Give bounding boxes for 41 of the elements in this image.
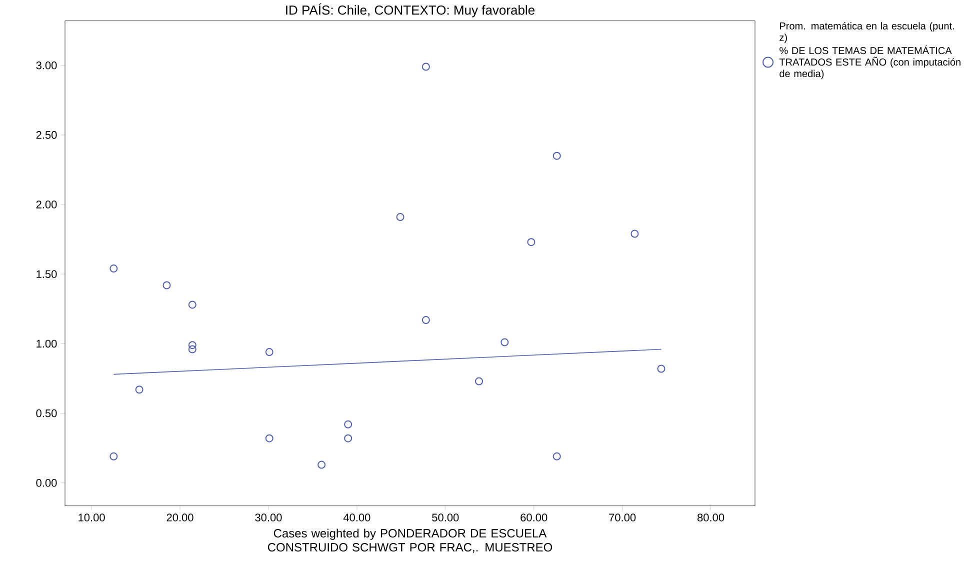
y-tick-label: 2.00 — [36, 200, 57, 209]
point — [188, 345, 196, 354]
point — [422, 62, 430, 71]
point — [500, 338, 509, 346]
x-tick-label: 20.00 — [166, 514, 194, 522]
point — [527, 238, 536, 246]
point — [265, 348, 274, 356]
point — [265, 434, 274, 442]
y-tick-label: 1.00 — [36, 340, 57, 348]
y-tick-label: 0.00 — [36, 479, 57, 487]
point — [344, 420, 352, 428]
point — [396, 213, 404, 222]
x-tick-label: 10.00 — [78, 514, 105, 522]
point — [657, 364, 666, 373]
point — [552, 152, 561, 160]
point — [630, 230, 639, 238]
text: Cases weighted by PONDERADOR DE ESCUELA CONSTRUIDO SCHWGT POR FRAC,. MUESTREO — [268, 528, 552, 554]
y-tick-label: 2.50 — [36, 131, 57, 139]
point — [422, 316, 430, 324]
y-tick-label: 1.50 — [36, 270, 57, 278]
point — [188, 300, 196, 309]
x-tick-label: 80.00 — [697, 514, 724, 522]
x-tick-label: 60.00 — [520, 514, 548, 522]
x-tick-label: 70.00 — [609, 514, 636, 522]
point — [110, 452, 118, 461]
chart-title: ID PAÍS: Chile, CONTEXTO: Muy favorable — [286, 3, 535, 18]
x-tick-label: 30.00 — [255, 514, 282, 522]
y-tick-label: 0.50 — [36, 409, 57, 418]
x-tick-label: 40.00 — [343, 514, 370, 522]
y-tick-label: 3.00 — [36, 62, 57, 70]
point — [188, 341, 196, 350]
legend-label: % DE LOS TEMAS DE MATEMÁTICA TRATADOS ESTE AÑO (con imputación de media) — [779, 45, 960, 80]
point — [475, 377, 484, 386]
point — [135, 386, 144, 394]
x-tick-label: 50.00 — [432, 514, 459, 522]
point — [318, 460, 326, 469]
legend-title: Prom. matemática en la escuela (punt. z) — [780, 22, 954, 44]
point — [344, 434, 352, 442]
point — [110, 264, 118, 273]
point — [552, 452, 561, 461]
point — [162, 281, 171, 290]
